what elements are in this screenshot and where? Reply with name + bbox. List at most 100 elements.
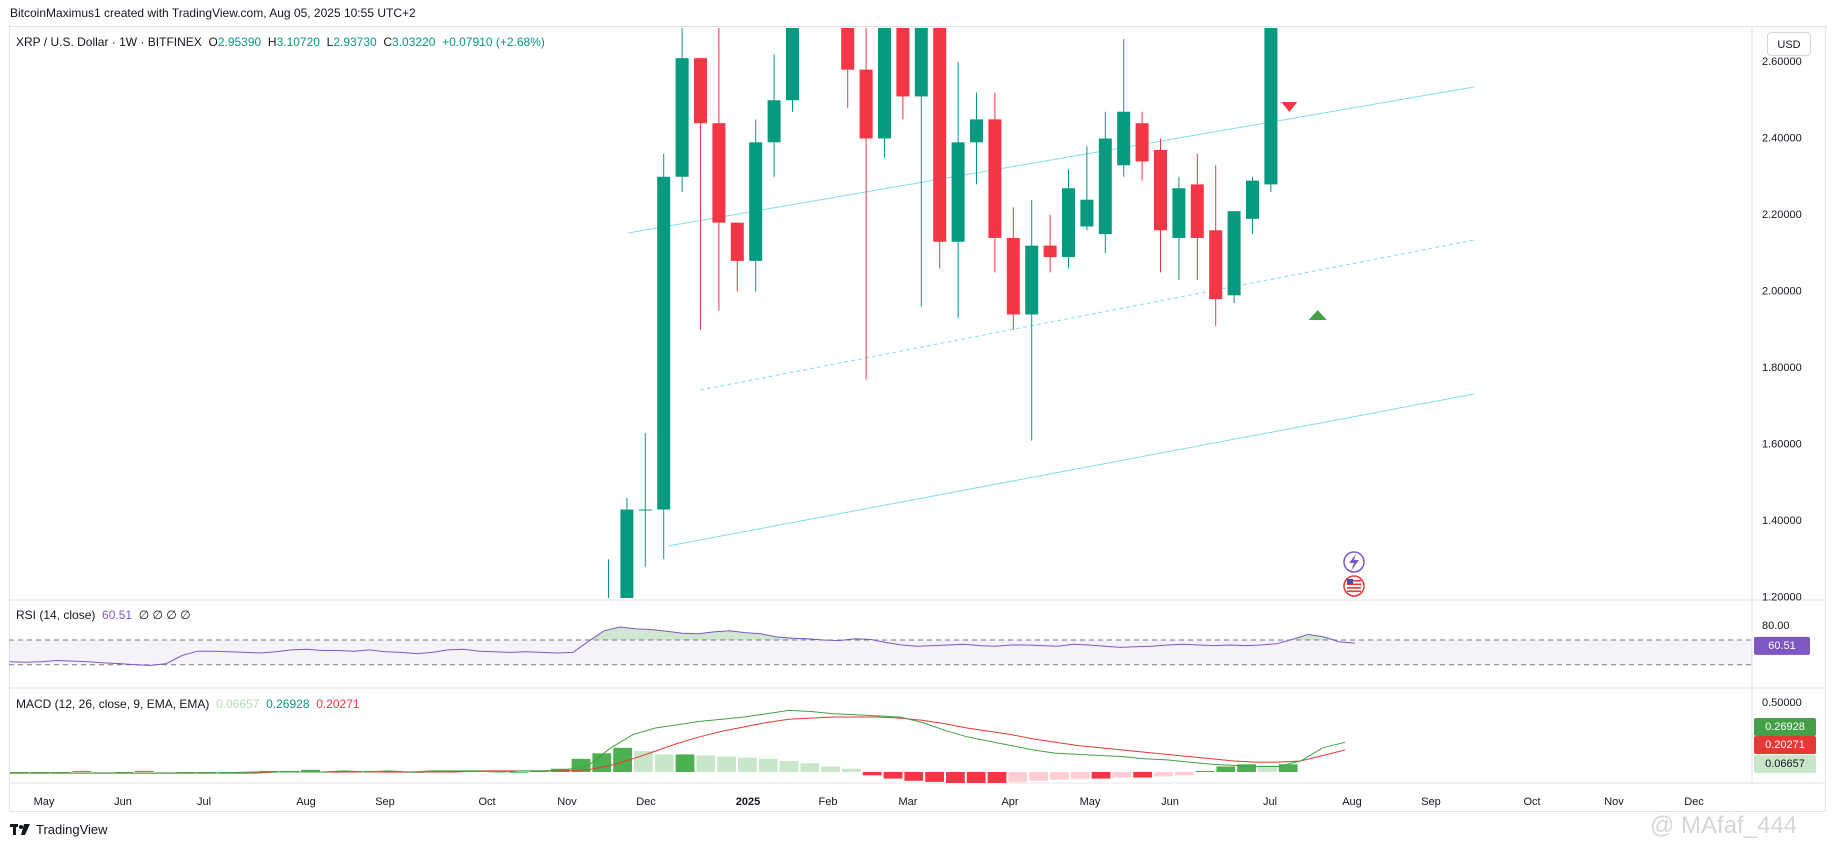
macd-line-value-badge xyxy=(1754,718,1816,736)
macd-histogram-bar xyxy=(1237,764,1256,772)
close-value: 3.03220 xyxy=(392,35,436,49)
candle xyxy=(1080,146,1094,231)
rsi-value-label: 60.51 xyxy=(1768,640,1796,652)
candle-body xyxy=(730,222,744,261)
macd-hist-value-badge xyxy=(1754,755,1816,773)
candle-body xyxy=(1172,188,1186,238)
footer-brand[interactable]: TradingView xyxy=(10,822,108,837)
macd-signal-value: 0.20271 xyxy=(316,697,360,711)
macd-legend: MACD (12, 26, close, 9, EMA, EMA) 0.0665… xyxy=(16,697,360,711)
currency-button[interactable]: USD xyxy=(1767,32,1811,56)
candle-body xyxy=(841,28,855,70)
time-tick-label: May xyxy=(1080,796,1101,808)
macd-histogram-bar xyxy=(1070,772,1090,779)
sell-signal-marker xyxy=(1281,102,1298,112)
price-tick-label: 2.00000 xyxy=(1762,285,1802,297)
candle xyxy=(638,433,652,567)
price-axis: 3.800003.600003.400003.200002.800002.600… xyxy=(1762,56,1802,604)
candle xyxy=(841,28,855,108)
macd-histogram-bar xyxy=(883,772,903,779)
macd-histogram-bar xyxy=(426,770,445,772)
high-label: H xyxy=(267,35,277,49)
price-tick-label: 1.80000 xyxy=(1762,362,1802,374)
candle-body xyxy=(1154,149,1167,231)
candle-body xyxy=(638,509,652,511)
candle xyxy=(1025,199,1039,441)
time-tick-label: Dec xyxy=(636,796,656,808)
macd-histogram-bar xyxy=(197,772,216,773)
macd-line-value: 0.26928 xyxy=(266,697,310,711)
candle xyxy=(1154,138,1167,273)
candle xyxy=(620,498,634,598)
macd-histogram-bar xyxy=(1091,772,1111,779)
time-tick-label: Oct xyxy=(1523,796,1540,808)
change-value: +0.07910 (+2.68%) xyxy=(442,35,545,49)
rsi-value: 60.51 xyxy=(102,608,133,622)
time-tick-label: Feb xyxy=(819,796,838,808)
candle xyxy=(914,28,928,307)
macd-histogram-bar xyxy=(176,772,196,773)
candle xyxy=(1320,0,1333,16)
candle xyxy=(1098,111,1112,254)
candle xyxy=(1172,176,1186,281)
candle-body xyxy=(1062,188,1075,258)
open-value: 2.95390 xyxy=(217,35,262,49)
time-tick-label: Sep xyxy=(1421,796,1441,808)
time-tick-label: 2025 xyxy=(736,796,760,808)
buy-signal-marker xyxy=(1308,310,1327,320)
candle-body xyxy=(749,142,763,261)
rsi-band xyxy=(9,640,1752,665)
candle xyxy=(1062,169,1075,269)
tradingview-logo-icon xyxy=(10,823,30,836)
macd-histogram-bar xyxy=(1029,772,1048,781)
candle-body xyxy=(970,119,983,143)
open-label: O xyxy=(208,35,218,49)
candle xyxy=(1264,28,1278,193)
candle-body xyxy=(914,28,928,97)
macd-histogram-bar xyxy=(1278,764,1298,772)
candle xyxy=(1006,207,1020,330)
rsi-tick-label: 80.00 xyxy=(1762,620,1790,632)
candle xyxy=(786,28,799,112)
time-tick-label: Jun xyxy=(1161,796,1179,808)
candle-body xyxy=(1006,237,1020,315)
candle-body xyxy=(1080,199,1094,227)
macd-histogram-bar xyxy=(467,770,487,772)
candle-body xyxy=(675,58,689,177)
macd-histogram-bar xyxy=(280,770,300,772)
time-tick-label: Jul xyxy=(1263,796,1277,808)
candle xyxy=(657,153,671,560)
macd-histogram-bar xyxy=(946,772,965,783)
time-axis: May Jun Jul Aug Sep Oct Nov Dec 2025 Feb Mar Apr May… xyxy=(34,796,1705,808)
macd-histogram-bar xyxy=(72,770,92,772)
time-tick-label: Aug xyxy=(1342,796,1362,808)
macd-histogram-bar xyxy=(842,768,861,772)
candle-body xyxy=(1025,245,1039,315)
macd-histogram-bar xyxy=(1050,772,1069,780)
macd-histogram-bar xyxy=(10,772,29,773)
rsi-pane: 80.00 60.51 xyxy=(9,620,1810,666)
macd-histogram-bar xyxy=(675,754,695,772)
macd-histogram-bar xyxy=(1216,766,1236,772)
candlestick-series xyxy=(608,0,1333,598)
macd-histogram-bar xyxy=(1008,772,1028,782)
high-value: 3.10720 xyxy=(276,35,320,49)
candle xyxy=(767,54,781,177)
candle-body xyxy=(786,28,799,101)
candle-body xyxy=(657,176,671,510)
candle xyxy=(1246,176,1259,235)
candle-body xyxy=(694,58,707,124)
footer-brand-label: TradingView xyxy=(36,822,108,837)
macd-histogram-bar xyxy=(966,772,986,783)
price-tick-label: 2.40000 xyxy=(1762,132,1802,144)
macd-histogram-bar xyxy=(114,772,133,773)
symbol-name: XRP / U.S. Dollar · 1W · BITFINEX xyxy=(16,35,202,49)
candle xyxy=(859,28,873,380)
macd-histogram-bar xyxy=(779,761,799,772)
chart-attribution: BitcoinMaximus1 created with TradingView… xyxy=(10,6,416,20)
macd-signal-line xyxy=(10,716,1346,774)
time-tick-label: Nov xyxy=(557,796,577,808)
macd-pane: 0.50000 0.26928 0.20271 0.06657 xyxy=(10,697,1816,783)
candle-body xyxy=(1135,123,1149,162)
